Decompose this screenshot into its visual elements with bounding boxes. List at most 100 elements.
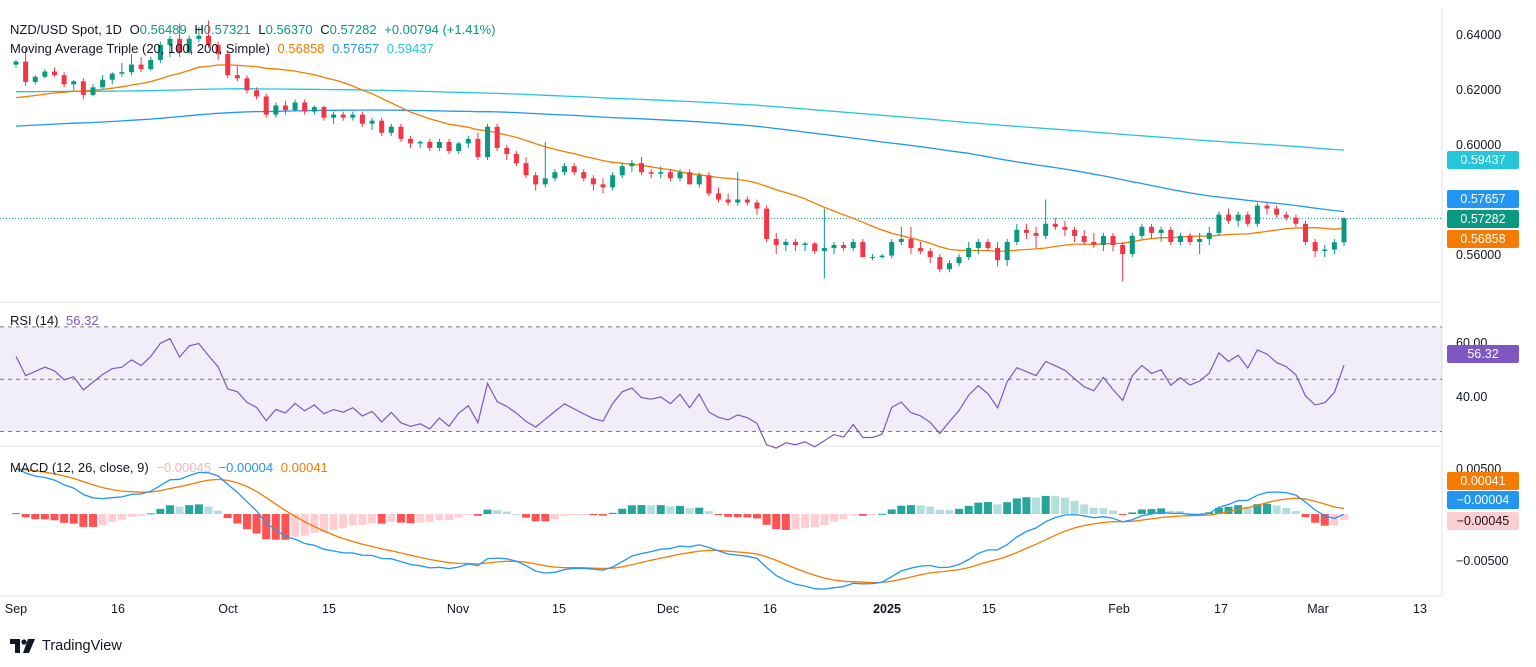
macd-hist-bar [339, 514, 348, 529]
macd-hist-bar [79, 514, 88, 527]
candle-body [1293, 217, 1299, 224]
candle-body [889, 241, 895, 256]
candle-body [302, 102, 308, 112]
macd-tick-neg: −0.00500 [1456, 554, 1509, 568]
macd-line [15, 467, 1345, 590]
macd-hist-bar [733, 514, 742, 518]
ma-legend-label[interactable]: Moving Average Triple (20, 100, 200, Sim… [10, 41, 270, 56]
macd-hist-bar [541, 514, 550, 522]
macd-signal-line [15, 468, 1345, 584]
ma-legend[interactable]: Moving Average Triple (20, 100, 200, Sim… [10, 41, 438, 56]
candle-body [1283, 214, 1289, 218]
candle-body [369, 120, 375, 124]
candle-body [244, 78, 250, 91]
macd-hist-bar [1032, 497, 1041, 514]
candle-body [629, 163, 635, 167]
candle-body [1149, 226, 1155, 233]
candle-body [533, 175, 539, 185]
candle-body [32, 76, 38, 82]
candle-body [331, 114, 337, 118]
candle-body [860, 241, 866, 258]
macd-hist-bar [1012, 498, 1021, 514]
candle-body [1274, 208, 1280, 215]
macd-hist-bar [512, 513, 521, 515]
macd-hist-bar [98, 514, 107, 525]
macd-hist-bar [858, 514, 867, 516]
x-tick-sep: Sep [4, 602, 28, 616]
macd-hist-bar [502, 511, 511, 514]
rsi-legend-label[interactable]: RSI (14) [10, 313, 59, 328]
candle-body [956, 257, 962, 264]
ma100-value: 0.57657 [332, 41, 380, 56]
macd-legend-label[interactable]: MACD (12, 26, close, 9) [10, 460, 149, 475]
macd-hist-bar [50, 514, 59, 521]
candle-body [311, 107, 317, 112]
macd-hist-bar [425, 514, 434, 523]
rsi-line [15, 337, 1345, 449]
rsi-legend[interactable]: RSI (14) 56.32 [10, 313, 103, 328]
candle-body [995, 248, 1001, 261]
macd-hist-bar [906, 505, 915, 514]
macd-hist-value: −0.00045 [156, 460, 211, 475]
macd-hist-bar [60, 514, 69, 523]
candle-body [1341, 218, 1347, 243]
macd-hist-bar [810, 514, 819, 528]
candle-body [379, 120, 385, 133]
moving-average-lines [15, 64, 1345, 253]
candle-body [436, 141, 442, 148]
macd-hist-bar [685, 508, 694, 514]
tradingview-icon [10, 639, 35, 653]
macd-hist-bar [618, 508, 627, 514]
macd-hist-bar [801, 514, 810, 529]
candle-body [764, 208, 770, 239]
price-tick-0600: 0.60000 [1456, 138, 1502, 152]
macd-hist-bar [714, 514, 723, 515]
candle-body [648, 172, 654, 174]
macd-hist-bar [752, 514, 761, 519]
candle-body [417, 141, 423, 144]
macd-hist-bar [772, 514, 781, 530]
candle-body [427, 141, 433, 148]
macd-hist-bar [281, 514, 290, 540]
macd-hist-bar [396, 514, 405, 523]
macd-hist-bar [1243, 506, 1252, 514]
macd-hist-bar [204, 506, 213, 514]
candle-body [1187, 235, 1193, 242]
macd-legend[interactable]: MACD (12, 26, close, 9) −0.00045 −0.0000… [10, 460, 332, 475]
candle-body [1091, 241, 1097, 245]
macd-hist-bar [88, 514, 97, 527]
macd-hist-bar [570, 514, 579, 515]
symbol-title[interactable]: NZD/USD Spot, 1D [10, 22, 122, 37]
candle-body [254, 90, 260, 97]
macd-hist-bar [12, 513, 20, 515]
ma200-line [16, 88, 1345, 151]
candle-body [1303, 223, 1309, 242]
candle-body [1177, 235, 1183, 242]
symbol-legend[interactable]: NZD/USD Spot, 1D O0.56489 H0.57321 L0.56… [10, 22, 500, 37]
candle-body [100, 79, 106, 88]
macd-hist-bar [945, 510, 954, 514]
rsi-badge: 56.32 [1447, 345, 1519, 363]
candle-body [600, 184, 606, 188]
macd-hist-bar [849, 514, 858, 516]
macd-hist-bar [464, 514, 473, 515]
candle-body [1322, 249, 1328, 252]
macd-hist-bar [522, 514, 531, 518]
candle-body [744, 199, 750, 203]
x-tick-mar: Mar [1307, 602, 1329, 616]
macd-hist-bar [1340, 514, 1348, 520]
candle-body [263, 96, 269, 115]
candle-body [898, 238, 904, 242]
candle-body [282, 105, 288, 111]
candle-body [446, 141, 452, 151]
macd-hist-bar [1291, 510, 1300, 514]
candle-body [465, 138, 471, 144]
candle-body [946, 263, 952, 270]
macd-hist-bar [1147, 509, 1156, 514]
macd-hist-bar [964, 505, 973, 514]
price-tick-0560: 0.56000 [1456, 248, 1502, 262]
macd-hist-bar [974, 502, 983, 514]
tradingview-logo[interactable]: TradingView [10, 638, 122, 654]
macd-hist-bar [175, 506, 184, 514]
candle-body [735, 199, 741, 203]
